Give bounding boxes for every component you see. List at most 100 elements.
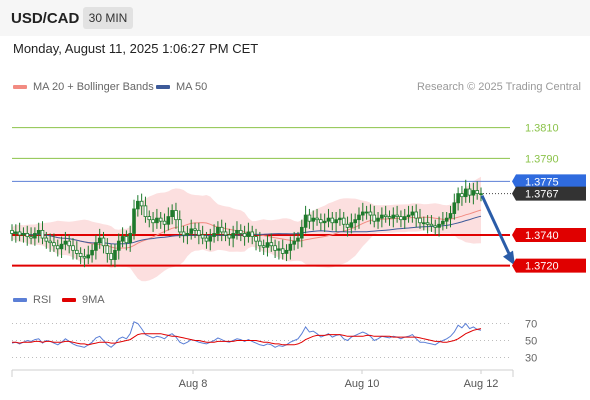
candle-body (387, 216, 392, 219)
candle-body (29, 236, 33, 239)
ma20-swatch (13, 85, 27, 89)
candle-body (288, 243, 293, 251)
candle-body (368, 211, 373, 216)
candle-body (212, 233, 216, 237)
candle-body (166, 216, 171, 225)
level-tag-3 (512, 186, 586, 201)
candle-body (40, 229, 45, 239)
candle-body (10, 229, 14, 234)
ma9-legend-label: 9MA (82, 294, 105, 306)
candle-body (277, 248, 281, 251)
candle-body (406, 214, 411, 217)
candle-body (52, 242, 56, 247)
candle-body (254, 236, 258, 242)
rsi-legend-label: RSI (33, 294, 52, 306)
candle-body (139, 200, 144, 207)
candle-body (90, 249, 94, 256)
candle-body (414, 211, 418, 219)
candle-body (158, 217, 163, 222)
candle-body (113, 249, 117, 260)
candle-body (444, 217, 449, 222)
candle-body (200, 234, 205, 239)
level-label-5: 1.3720 (525, 261, 559, 273)
candle-body (143, 205, 148, 218)
candle-body (227, 234, 232, 239)
candle-body (155, 217, 159, 224)
candle-body (376, 217, 380, 222)
candle-body (345, 223, 350, 228)
candle-body (208, 236, 213, 242)
rsi-9ma-line (12, 328, 482, 346)
candle-body (181, 231, 186, 236)
toolbar: USD/CAD 30 MIN (0, 0, 590, 36)
timeframe-button[interactable]: 30 MIN (83, 7, 133, 29)
ma9-swatch (62, 298, 76, 302)
candle-body (82, 256, 87, 259)
candle-body (63, 240, 68, 245)
candle-body (242, 233, 247, 237)
level-tag-4 (512, 228, 586, 242)
candle-body (128, 233, 133, 244)
rsi-swatch (13, 298, 27, 302)
candle-body (48, 240, 52, 244)
candle-body (391, 214, 396, 219)
candle-body (319, 219, 323, 224)
candle-body (273, 245, 277, 251)
candle-body (425, 222, 430, 225)
candle-body (78, 252, 83, 257)
candle-body (109, 252, 113, 260)
candle-body (353, 219, 357, 224)
level-label-4: 1.3740 (525, 230, 559, 242)
forecast-arrow-head (503, 250, 515, 266)
candle-body (269, 242, 274, 247)
candle-body (456, 193, 460, 204)
ma50-legend-label: MA 50 (176, 81, 208, 93)
candle-body (471, 190, 476, 196)
ma50-line (11, 215, 482, 245)
candle-body (238, 229, 243, 234)
ma20-legend-label: MA 20 + Bollinger Bands (33, 81, 154, 93)
level-tag-5 (512, 258, 586, 273)
candle-body (322, 220, 327, 224)
candle-body (460, 193, 464, 198)
candle-body (189, 228, 194, 234)
candle-body (219, 226, 224, 233)
level-tag-2 (512, 174, 586, 189)
candle-body (292, 240, 296, 245)
candle-body (59, 243, 64, 250)
candle-body (86, 254, 91, 259)
level-label-0: 1.3810 (525, 123, 559, 135)
candle-body (261, 245, 266, 248)
candle-body (418, 217, 422, 224)
candle-body (246, 231, 251, 237)
candle-body (402, 216, 407, 221)
x-tick-label-0: Aug 8 (179, 378, 208, 390)
candle-body (410, 211, 415, 216)
candle-body (380, 214, 384, 219)
rsi-tick-label-0: 70 (525, 319, 537, 331)
candle-body (296, 237, 300, 242)
price-legend-ma20: MA 20 + Bollinger Bands (13, 81, 154, 93)
candle-body (360, 211, 365, 216)
rsi-tick-label-2: 30 (525, 353, 537, 365)
candle-body (170, 210, 174, 217)
candle-body (280, 248, 285, 254)
candle-body (433, 225, 438, 228)
candle-body (284, 249, 289, 254)
candle-body (67, 240, 71, 247)
candle-body (193, 228, 197, 231)
candle-body (136, 200, 140, 210)
candle-body (132, 208, 136, 234)
candle-body (174, 210, 178, 221)
candle-body (223, 231, 228, 236)
candle-body (422, 222, 426, 225)
candle-body (14, 231, 18, 234)
candle-body (97, 237, 102, 244)
candle-body (441, 220, 445, 225)
candle-body (21, 233, 26, 236)
candle-body (395, 214, 399, 217)
candle-body (71, 245, 75, 251)
candle-body (185, 233, 190, 236)
candle-body (467, 188, 472, 196)
